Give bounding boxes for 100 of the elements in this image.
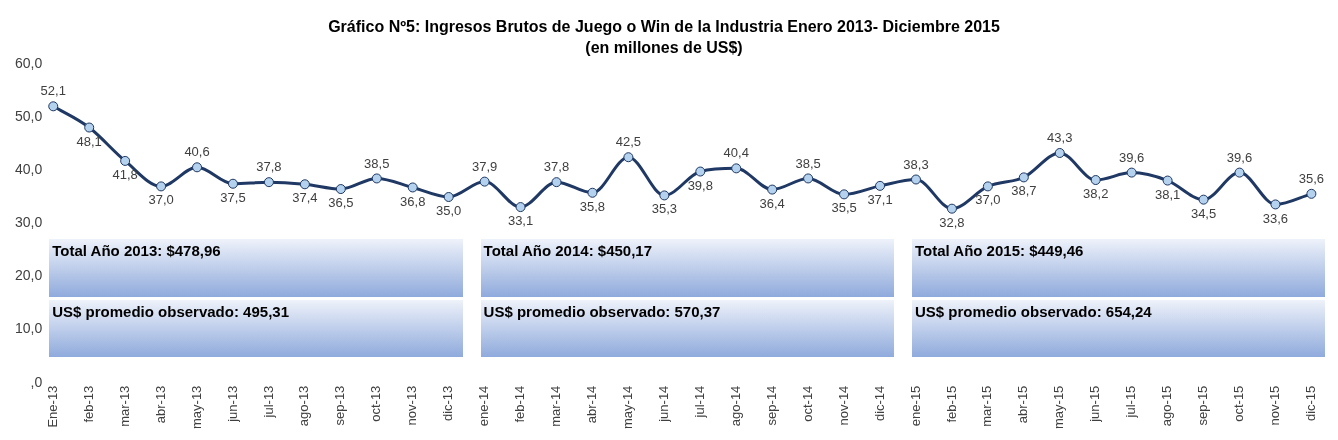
x-tick-label: nov-14 [835,385,851,426]
data-label: 37,9 [471,158,498,174]
data-label: 38,7 [1011,183,1037,199]
annotation: Total Año 2013: $478,96 [52,242,221,260]
y-tick-label: 10,0 [15,320,43,337]
x-tick-label: sep-14 [763,385,779,426]
data-label: 35,8 [579,198,606,214]
x-tick-label: oct-15 [1231,385,1247,422]
x-tick-label: oct-13 [368,385,384,422]
x-tick-label: abr-13 [152,385,168,424]
data-label: 40,6 [184,144,210,160]
x-tick-label: mar-14 [548,385,564,427]
point [1198,194,1209,205]
point [156,181,167,192]
chart-title: Gráfico Nº5: Ingresos Brutos de Juego o Win de la Industria Enero 2013- Diciembre 2015 [328,18,1000,36]
data-label: 40,4 [723,145,749,161]
point [551,177,562,188]
data-label: 36,4 [759,195,785,211]
point [1090,175,1101,186]
point [48,101,59,112]
y-tick-label: 20,0 [15,267,43,284]
point [1270,199,1281,210]
data-label: 37,8 [543,159,570,175]
point [803,173,814,184]
point [263,177,274,188]
point [407,182,418,193]
data-label: 37,0 [148,192,174,208]
point [623,152,634,163]
data-label: 42,5 [615,134,642,150]
text-panel: US$ promedio observado: 495,31 [49,299,463,358]
x-tick-label: jul-13 [260,385,276,419]
x-tick-label: ago-14 [727,385,743,427]
x-tick-label: dic-13 [440,385,456,422]
x-tick-label: jun-13 [224,385,240,423]
x-tick-label: nov-15 [1267,385,1283,426]
data-label: 52,1 [40,83,66,99]
point [767,184,778,195]
text-panel: US$ promedio observado: 570,37 [480,299,894,358]
annotation: US$ promedio observado: 495,31 [52,302,289,320]
data-label: 43,3 [1047,130,1073,146]
x-tick-label: jul-15 [1123,385,1139,419]
data-label: 37,5 [220,189,246,205]
point [839,189,850,200]
point [192,162,203,173]
point [1306,188,1317,199]
annotation: US$ promedio observado: 654,24 [914,302,1152,320]
point [731,163,742,174]
data-label: 37,8 [256,159,282,175]
y-tick-label: 30,0 [15,214,43,231]
point [479,176,490,187]
point [371,173,382,184]
x-tick-label: mar-13 [116,385,132,427]
point [659,190,670,201]
point [443,192,454,203]
y-tick-label: 60,0 [15,55,43,72]
point [299,179,310,190]
data-label: 37,1 [867,191,893,207]
data-label: 37,4 [292,190,318,206]
x-tick-label: jun-14 [655,385,671,423]
data-label: 38,5 [364,155,390,171]
data-label: 39,8 [687,177,713,193]
text-panel: Total Año 2014: $450,17 [480,239,894,297]
x-tick-label: may-14 [619,385,635,430]
annotation: Total Año 2014: $450,17 [483,242,653,260]
data-label: 38,1 [1154,186,1181,202]
data-label: 48,1 [76,133,102,149]
data-label: 35,3 [651,201,678,217]
text-panel: US$ promedio observado: 654,24 [911,299,1326,358]
data-label: 39,6 [1226,149,1253,165]
annotation: Total Año 2015: $449,46 [914,242,1084,260]
x-tick-label: feb-14 [512,385,528,423]
text-panel: Total Año 2015: $449,46 [911,239,1326,297]
chart-subtitle: (en millones de US$) [585,39,743,57]
x-tick-label: nov-13 [404,385,420,426]
x-tick-label: feb-13 [80,385,96,423]
x-tick-label: abr-15 [1015,385,1031,424]
text-panel: Total Año 2013: $478,96 [49,239,463,297]
point [587,187,598,198]
data-label: 37,0 [975,192,1001,208]
x-tick-label: may-15 [1051,385,1067,430]
x-tick-label: dic-14 [871,385,887,422]
x-tick-label: ene-14 [476,385,492,427]
data-label: 35,6 [1298,170,1325,186]
data-label: 38,3 [903,156,929,172]
data-label: 38,2 [1083,186,1109,202]
y-tick-label: 40,0 [15,161,43,178]
x-tick-label: ago-13 [296,385,312,427]
data-label: 33,6 [1262,210,1289,226]
x-tick-label: abr-14 [584,385,600,424]
point [227,178,238,189]
x-tick-label: dic-15 [1302,385,1318,422]
data-label: 41,8 [112,167,138,183]
point [875,180,886,191]
data-label: 39,6 [1119,149,1145,165]
data-label: 36,8 [400,193,426,209]
x-tick-label: sep-15 [1195,385,1211,426]
annotation: US$ promedio observado: 570,37 [483,302,721,320]
point [335,184,346,195]
x-tick-label: may-13 [188,385,204,430]
x-tick-label: Ene-13 [44,385,60,428]
